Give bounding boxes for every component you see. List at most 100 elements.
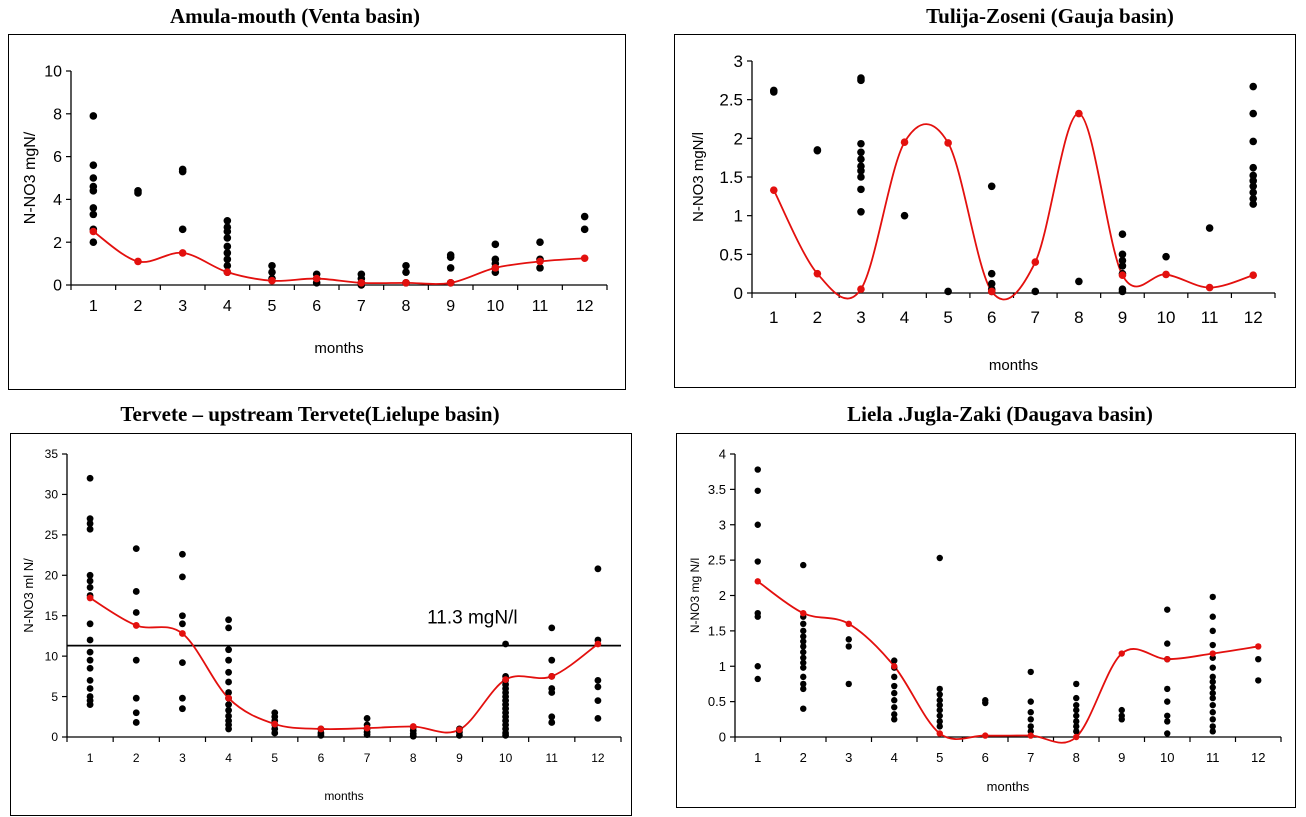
observation-point [223, 242, 232, 251]
y-tick-label: 10 [45, 649, 59, 663]
observation-point [89, 187, 98, 195]
observation-point [225, 706, 232, 714]
observation-point [1249, 194, 1258, 203]
observation-point [594, 565, 602, 573]
observation-point [800, 685, 807, 693]
x-tick-label: 7 [357, 298, 366, 315]
mean-point [312, 274, 321, 283]
observation-point [363, 715, 371, 722]
observation-point [857, 185, 865, 194]
mean-point [1209, 650, 1216, 657]
observation-point [1209, 664, 1216, 671]
observation-point [1164, 698, 1171, 705]
observation-point [363, 731, 371, 738]
observation-point [548, 713, 556, 721]
observation-point [225, 616, 232, 624]
x-tick-label: 12 [1244, 308, 1263, 327]
x-tick-label: 7 [1031, 308, 1040, 327]
y-tick-label: 1 [719, 659, 726, 674]
x-tick-label: 1 [769, 308, 778, 327]
x-tick-label: 5 [271, 751, 278, 765]
x-axis-label: months [989, 357, 1038, 374]
observation-point [1249, 200, 1258, 208]
observation-point [754, 487, 761, 494]
observation-point [225, 701, 232, 709]
y-tick-label: 1.5 [719, 168, 743, 187]
observation-point [936, 685, 943, 693]
y-tick-label: 0.5 [708, 694, 726, 709]
observation-point [86, 656, 94, 664]
observation-point [446, 253, 455, 261]
observation-point [179, 620, 186, 628]
observation-point [1118, 262, 1127, 270]
observation-point [800, 654, 807, 661]
observation-point [446, 264, 455, 272]
observation-point [1027, 716, 1034, 723]
x-tick-label: 7 [364, 751, 371, 765]
y-tick-label: 30 [45, 488, 59, 502]
mean-point [1162, 270, 1170, 279]
chart-tervete: 0 5 10 15 20 25 30 35 1 2 3 4 5 6 7 8 9 10 11 12 months N-NO3… [10, 433, 632, 816]
observation-point [1209, 694, 1216, 702]
chart-title-liela-jugla: Liela .Jugla-Zaki (Daugava basin) [847, 402, 1153, 426]
x-tick-label: 4 [891, 750, 898, 765]
x-tick-label: 5 [268, 298, 277, 315]
observation-point [86, 571, 94, 579]
mean-point [1027, 732, 1034, 739]
observation-point [936, 718, 943, 725]
x-tick-label: 11 [1201, 308, 1219, 327]
observation-point [1031, 287, 1040, 296]
observation-point [1164, 712, 1171, 719]
chart-amula: 0 2 4 6 8 10 1 2 3 4 5 6 7 8 9 10 11 12 months N-NO3 mgN/ [8, 34, 626, 390]
observation-point [1249, 109, 1258, 118]
mean-point [548, 672, 556, 680]
mean-point [456, 726, 463, 734]
observation-point [223, 261, 232, 270]
mean-point [317, 725, 325, 733]
observation-point [1164, 730, 1171, 737]
mean-point [982, 732, 989, 739]
observation-point [1073, 680, 1080, 688]
observation-point [1073, 706, 1080, 714]
observation-point [891, 673, 898, 681]
observation-point [86, 664, 94, 672]
observation-point [1209, 709, 1216, 716]
x-tick-label: 12 [591, 751, 605, 765]
observation-point [800, 673, 807, 681]
observation-point [944, 287, 952, 296]
observation-point [1209, 613, 1216, 620]
observation-point [402, 268, 410, 276]
x-tick-label: 3 [178, 298, 187, 315]
x-tick-label: 12 [1251, 750, 1265, 765]
mean-point [1118, 650, 1125, 657]
observation-point [89, 161, 98, 169]
x-axis-label: months [314, 340, 363, 357]
x-tick-label: 4 [223, 298, 232, 315]
x-tick-label: 3 [179, 751, 186, 765]
y-tick-label: 2 [719, 588, 726, 603]
x-tick-label: 9 [456, 751, 463, 765]
observation-point [936, 554, 943, 562]
observation-point [982, 699, 989, 707]
observation-point [845, 680, 852, 688]
observation-point [179, 659, 186, 667]
mean-point [987, 287, 996, 296]
x-tick-label: 6 [318, 751, 325, 765]
observation-point [1209, 701, 1216, 709]
x-tick-label: 11 [546, 751, 559, 765]
observation-point [1164, 685, 1171, 693]
mean-point [446, 279, 455, 287]
observation-point [1027, 709, 1034, 716]
observation-point [491, 240, 500, 249]
observation-point [225, 689, 232, 696]
mean-point [268, 276, 276, 285]
mean-point [86, 594, 94, 602]
observation-point [800, 664, 807, 671]
observation-point [536, 238, 544, 246]
observation-point [89, 204, 98, 212]
observation-point [1255, 677, 1262, 684]
y-tick-label: 10 [44, 64, 62, 81]
x-tick-label: 6 [982, 750, 989, 765]
observation-point [845, 643, 852, 650]
y-tick-label: 2 [734, 129, 743, 148]
